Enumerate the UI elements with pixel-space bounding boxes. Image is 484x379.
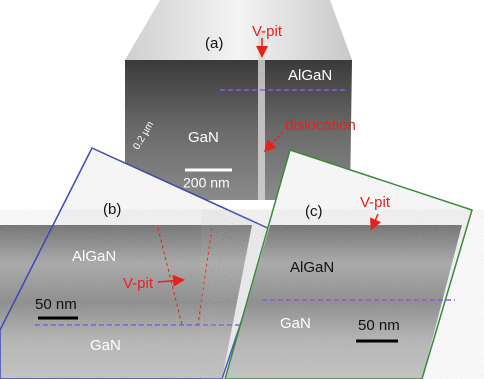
layer-label: GaN <box>90 337 121 354</box>
figure: (a) V-pit AlGaN GaN dislocation 200 nm 0… <box>0 0 484 379</box>
annotation: V-pit <box>252 23 283 40</box>
panel-label: (c) <box>305 203 323 220</box>
annotation: V-pit <box>360 194 391 211</box>
scale-label: 50 nm <box>35 296 77 313</box>
annotation: V-pit <box>123 275 154 292</box>
layer-label: AlGaN <box>72 248 116 265</box>
layer-label: AlGaN <box>290 259 334 276</box>
annotation: dislocation <box>285 117 356 134</box>
layer-label: GaN <box>188 129 219 146</box>
panel-label: (b) <box>103 201 121 218</box>
panel-label: (a) <box>205 35 223 52</box>
scale-label: 50 nm <box>358 317 400 334</box>
scale-label: 200 nm <box>183 175 230 191</box>
layer-label: AlGaN <box>288 67 332 84</box>
layer-label: GaN <box>280 315 311 332</box>
